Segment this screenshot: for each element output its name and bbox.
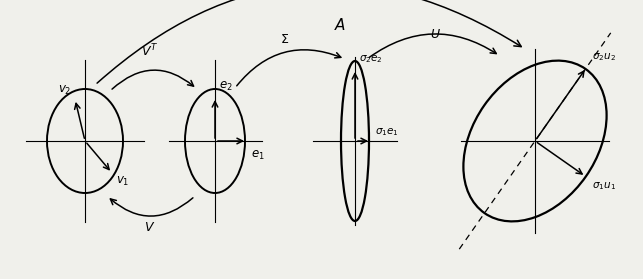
Text: $V^T$: $V^T$ — [141, 42, 159, 59]
Text: $V$: $V$ — [145, 221, 156, 234]
Text: $e_1$: $e_1$ — [251, 149, 265, 162]
Text: $v_2$: $v_2$ — [58, 84, 71, 97]
Text: $\sigma_2 u_2$: $\sigma_2 u_2$ — [592, 52, 617, 64]
Text: $\Sigma$: $\Sigma$ — [280, 33, 289, 46]
Text: $\sigma_1 u_1$: $\sigma_1 u_1$ — [592, 181, 616, 192]
Text: $A$: $A$ — [334, 17, 346, 33]
Text: $\sigma_1 e_1$: $\sigma_1 e_1$ — [375, 126, 399, 138]
Text: $\sigma_2 e_2$: $\sigma_2 e_2$ — [359, 53, 383, 65]
Text: $U$: $U$ — [430, 28, 440, 41]
Text: $v_1$: $v_1$ — [116, 175, 129, 188]
Text: $e_2$: $e_2$ — [219, 80, 233, 93]
